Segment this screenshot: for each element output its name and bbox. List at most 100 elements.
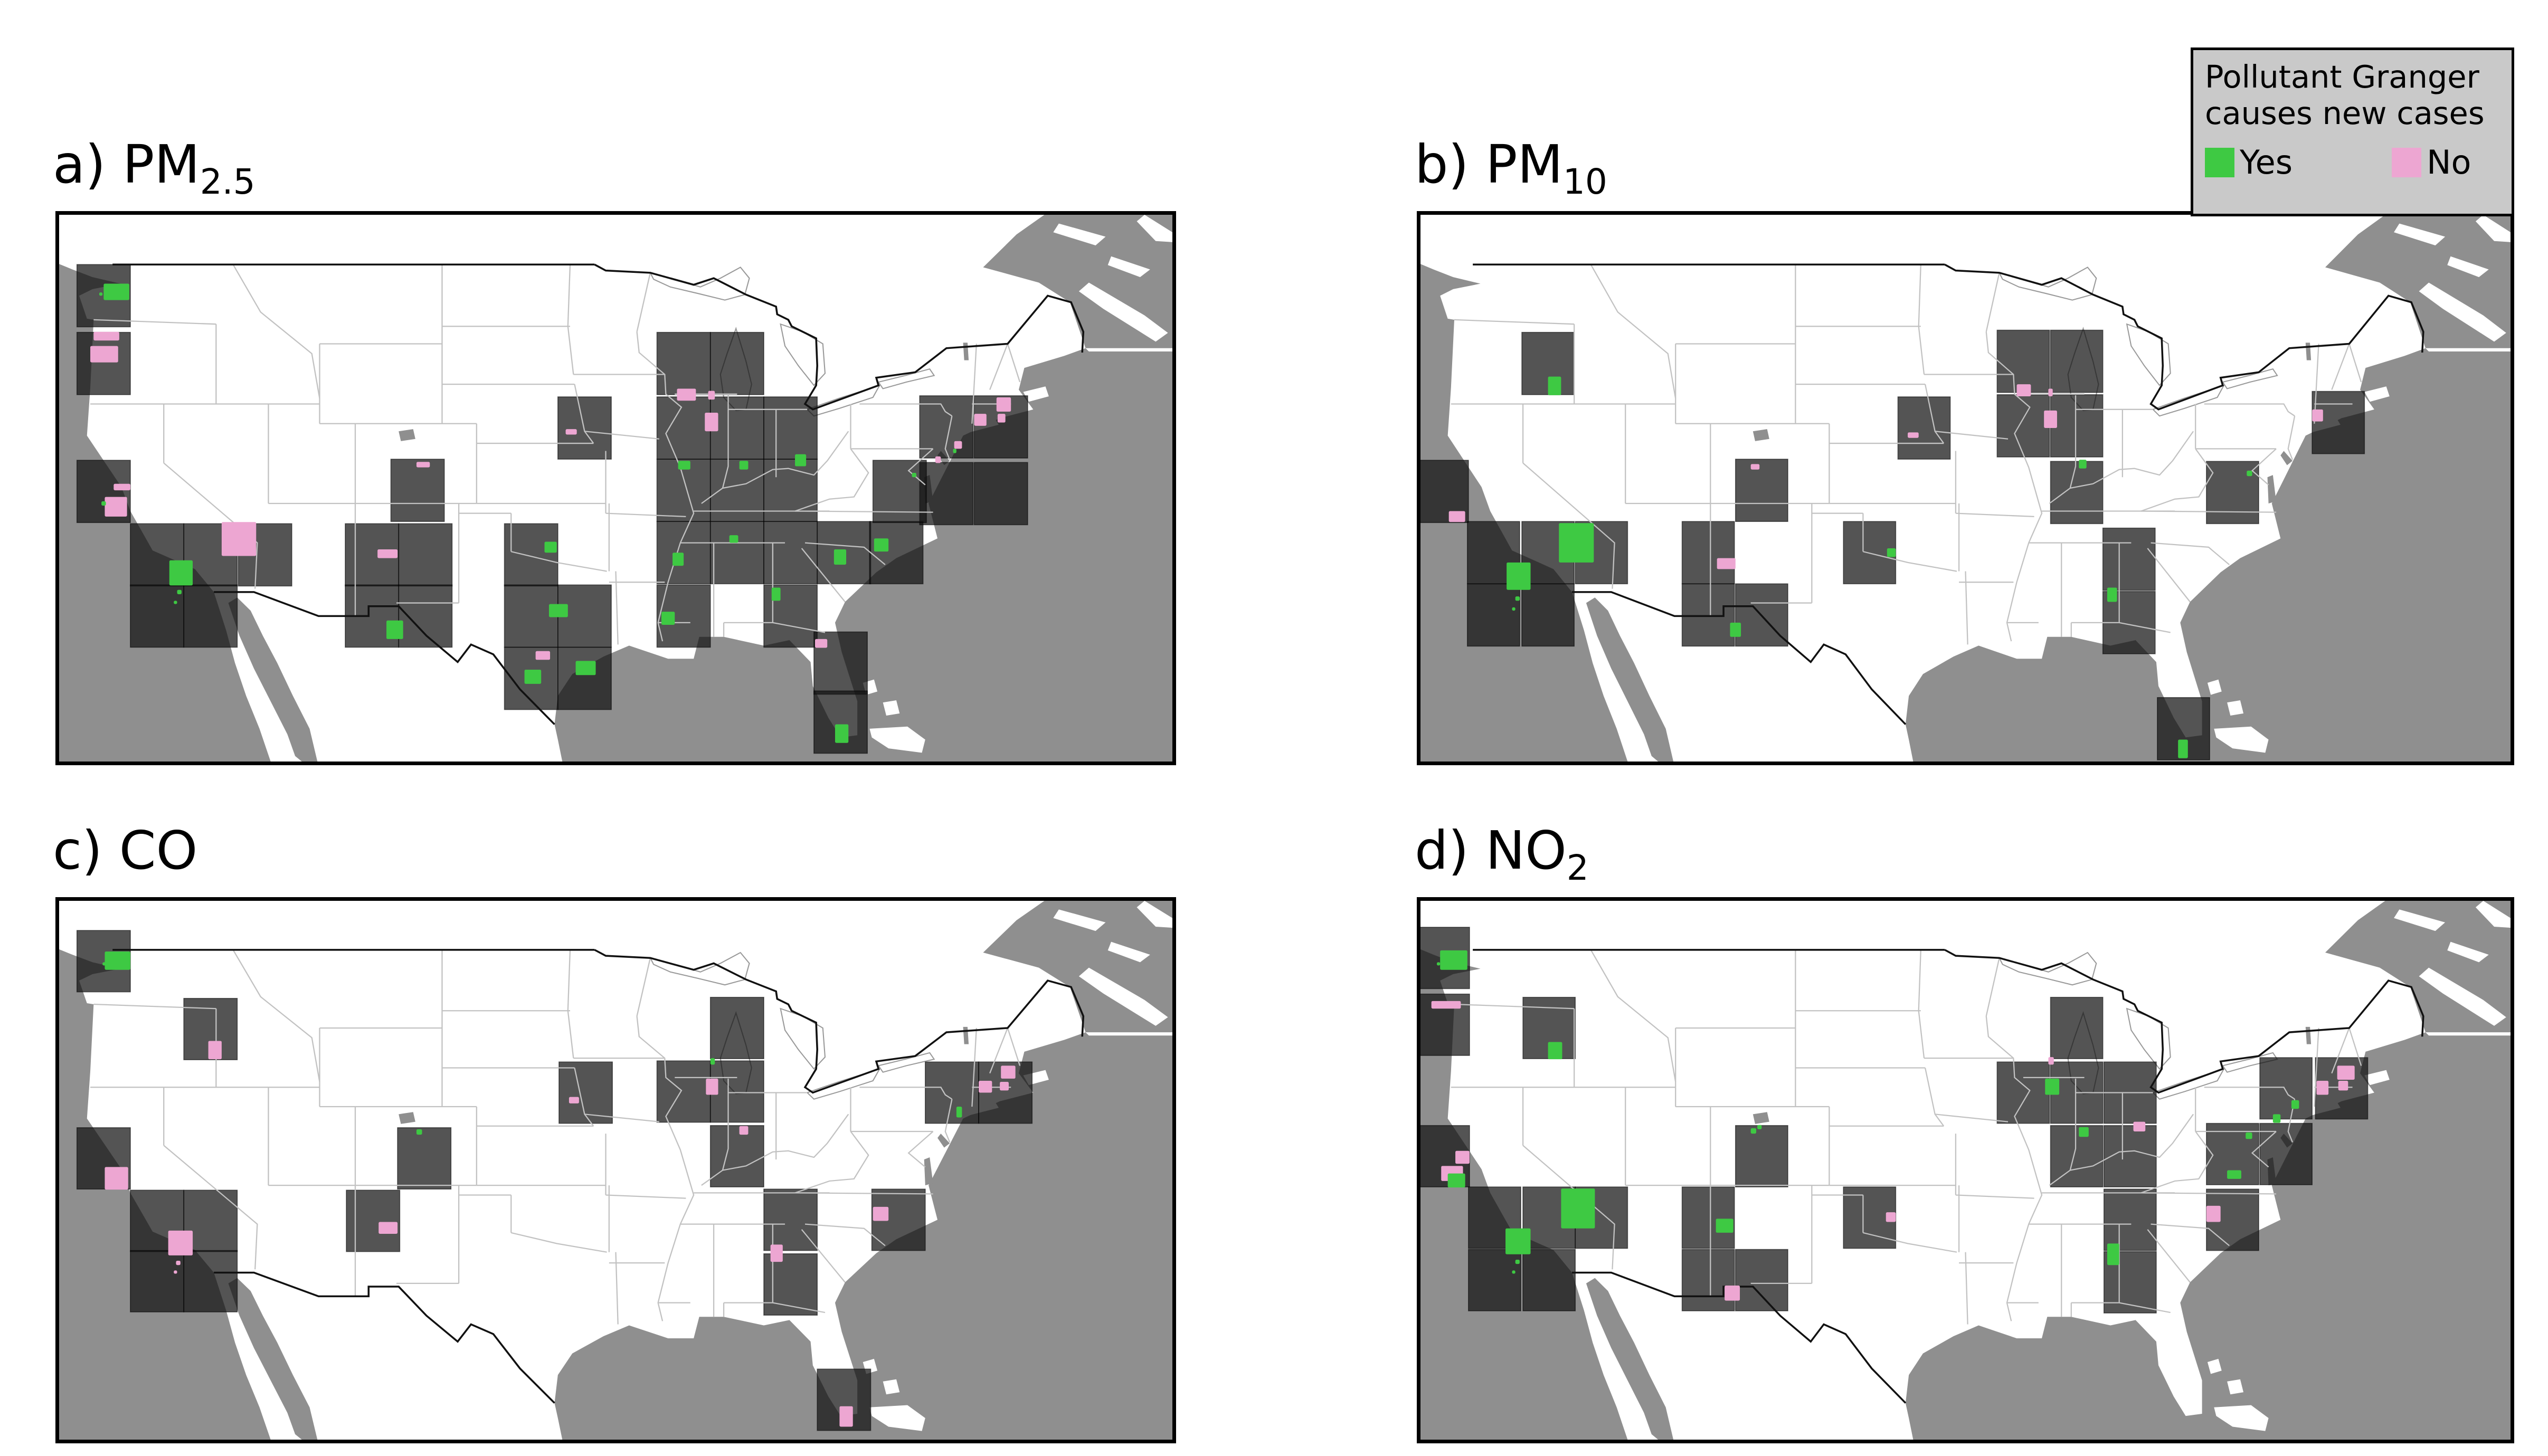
state-boundary xyxy=(1965,1252,1968,1325)
county-marker-yes xyxy=(103,283,129,300)
grid-cell xyxy=(709,1125,764,1187)
state-boundary xyxy=(2251,448,2277,486)
county-marker-yes xyxy=(2107,1243,2119,1265)
county-marker-no xyxy=(1455,1150,1470,1164)
state-boundary xyxy=(907,448,934,486)
county-marker-no xyxy=(2337,1065,2355,1080)
state-boundary xyxy=(1935,431,2009,440)
county-marker-yes xyxy=(2079,460,2087,469)
state-boundary xyxy=(93,1003,216,1010)
state-boundary xyxy=(1863,1232,1957,1253)
state-boundary xyxy=(1007,344,1021,383)
county-marker-no xyxy=(1725,1285,1740,1301)
grid-cell xyxy=(1996,394,2050,458)
county-marker-no xyxy=(2048,1057,2054,1065)
county-marker-no xyxy=(2312,409,2323,422)
state-boundary xyxy=(2287,1099,2296,1143)
county-marker-no xyxy=(569,1097,579,1103)
state-boundary xyxy=(2331,1027,2350,1074)
state-boundary xyxy=(636,331,695,642)
ocean-water xyxy=(228,597,318,762)
state-boundary xyxy=(2147,1229,2191,1283)
county-marker-yes xyxy=(2246,1133,2252,1139)
grid-cell xyxy=(183,1250,238,1312)
county-marker-no xyxy=(221,522,257,556)
county-marker-yes xyxy=(1515,1259,1520,1264)
state-boundary xyxy=(724,622,826,633)
state-boundary xyxy=(944,1099,953,1143)
panel-b-title: b) PM10 xyxy=(1415,138,1607,199)
panel-a-label-prefix: a) xyxy=(53,134,123,195)
state-boundary xyxy=(722,1078,729,1170)
state-boundary xyxy=(163,1145,258,1270)
county-marker-yes xyxy=(1716,1219,1734,1233)
state-boundary xyxy=(944,416,953,460)
county-marker-no xyxy=(1448,511,1465,522)
state-boundary xyxy=(163,462,258,589)
county-marker-yes xyxy=(102,962,106,966)
county-marker-yes xyxy=(953,449,956,453)
grid-cell xyxy=(2103,1188,2157,1251)
county-marker-no xyxy=(2133,1121,2146,1131)
state-boundary xyxy=(1924,384,1945,444)
ocean-water xyxy=(554,1032,1172,1440)
county-marker-yes xyxy=(678,461,690,470)
island-land xyxy=(2227,1379,2244,1395)
great-lake xyxy=(806,384,881,417)
grid-cell xyxy=(1681,1249,1735,1311)
state-boundary xyxy=(2151,542,2230,565)
legend-title: Pollutant Granger causes new cases xyxy=(2205,59,2500,131)
grid-cell xyxy=(872,460,927,524)
state-boundary xyxy=(1522,462,1615,589)
county-marker-no xyxy=(90,346,118,363)
us-basemap-a xyxy=(59,215,1172,762)
island-land xyxy=(2394,223,2446,246)
grid-cell xyxy=(709,996,764,1059)
county-marker-no xyxy=(2206,1205,2221,1222)
county-marker-no xyxy=(1001,1065,1016,1079)
county-marker-yes xyxy=(710,1058,715,1065)
state-boundary xyxy=(1590,263,1676,399)
island-land xyxy=(2207,679,2222,695)
state-boundary xyxy=(2140,448,2214,512)
county-marker-yes xyxy=(1512,607,1515,611)
yes-color-swatch-icon xyxy=(2205,147,2234,177)
grid-cell xyxy=(2259,1057,2313,1120)
island-land xyxy=(1078,282,1168,342)
state-boundary xyxy=(804,542,886,565)
county-marker-no xyxy=(996,397,1011,412)
state-boundary xyxy=(2204,1087,2295,1100)
island-land xyxy=(1136,901,1172,928)
island-land xyxy=(2475,901,2511,928)
county-marker-yes xyxy=(1561,1188,1595,1229)
island-land xyxy=(869,726,925,753)
county-marker-no xyxy=(1750,464,1760,470)
us-basemap-c xyxy=(59,901,1172,1440)
ocean-water xyxy=(399,429,415,441)
island-land xyxy=(2419,967,2506,1026)
county-marker-yes xyxy=(1757,1125,1762,1129)
grid-cell xyxy=(1468,1249,1521,1311)
map-pm25 xyxy=(55,211,1176,765)
map-pm10 xyxy=(1417,211,2514,765)
state-boundary xyxy=(1985,1016,2043,1321)
great-lake xyxy=(877,1052,935,1073)
state-boundary xyxy=(1955,1194,2034,1199)
county-marker-yes xyxy=(1436,962,1441,966)
grid-cell xyxy=(709,1060,764,1123)
state-boundary xyxy=(859,1087,953,1100)
county-marker-no xyxy=(565,429,577,435)
state-boundary xyxy=(1955,512,2034,518)
grid-cell xyxy=(709,459,764,522)
legend: Pollutant Granger causes new cases Yes N… xyxy=(2191,47,2514,216)
grid-cell xyxy=(763,1188,818,1251)
state-boundary xyxy=(2140,1131,2214,1194)
grid-cell xyxy=(557,646,612,710)
county-marker-yes xyxy=(1507,562,1531,590)
grid-cell xyxy=(1897,396,1951,460)
panel-a-title: a) PM2.5 xyxy=(53,138,255,199)
grid-cell xyxy=(924,1061,979,1124)
county-marker-yes xyxy=(2227,1170,2241,1179)
state-boundary xyxy=(1007,1027,1021,1066)
panel-d-label-prefix: d) xyxy=(1415,820,1486,881)
